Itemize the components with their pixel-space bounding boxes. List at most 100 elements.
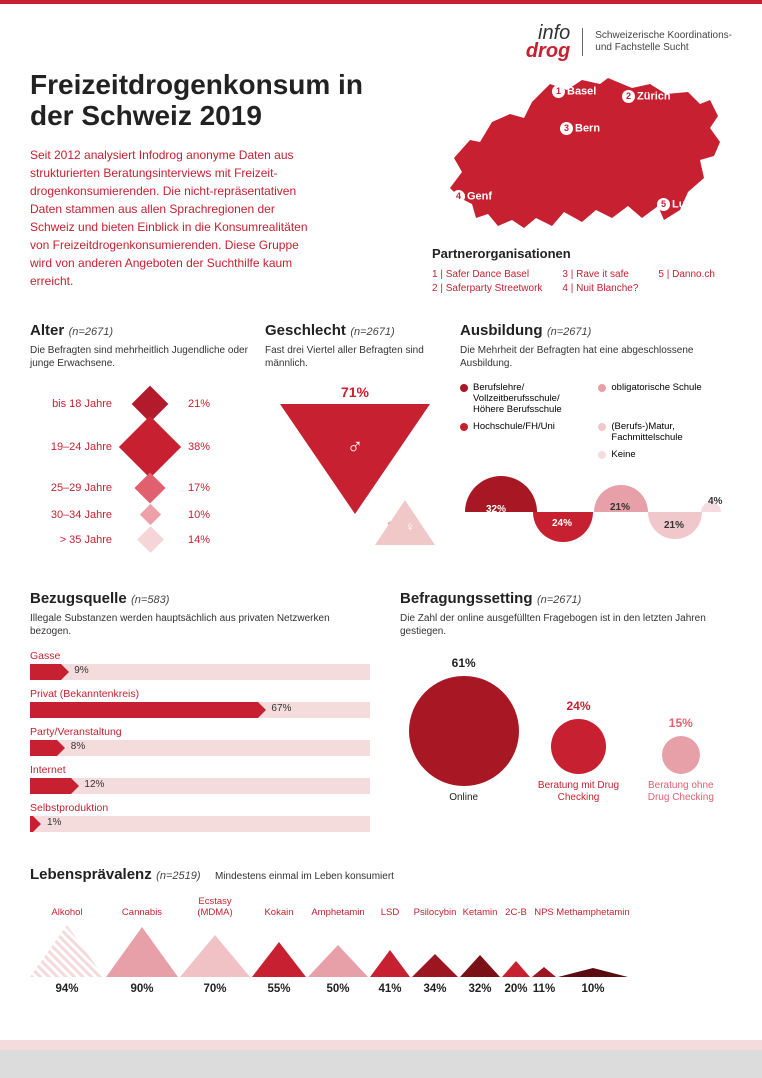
female-icon: ♀ bbox=[405, 519, 415, 534]
legend-item: (Berufs-)Matur, Fachmittelschule bbox=[598, 421, 720, 443]
legend-item: obligatorische Schule bbox=[598, 382, 720, 415]
triangle-icon bbox=[252, 942, 306, 977]
alter-title: Alter bbox=[30, 322, 64, 339]
legend-item: Keine bbox=[598, 449, 720, 460]
bezug-bar bbox=[30, 740, 57, 756]
bezug-item: Privat (Bekanntenkreis) 67% bbox=[30, 688, 370, 718]
lifeprev-item: Kokain55% bbox=[252, 907, 306, 995]
befrag-chart: 61%Online24%Beratung mit Drug Checking15… bbox=[400, 656, 732, 804]
map: 1Basel2Zürich3Bern4Genf5Lugano bbox=[432, 70, 732, 240]
alter-diamond-wrap bbox=[120, 425, 180, 469]
alter-row: bis 18 Jahre21% bbox=[30, 388, 250, 420]
legend-text: Berufslehre/ Vollzeitberufsschule/ Höher… bbox=[473, 382, 582, 415]
triangle-icon bbox=[502, 961, 530, 977]
lifeprev-label: 2C-B bbox=[505, 907, 527, 918]
befrag-pct: 15% bbox=[669, 716, 693, 730]
diamond-icon bbox=[134, 472, 165, 503]
bezug-bar-bg: 9% bbox=[30, 664, 370, 680]
ausbildung-title: Ausbildung bbox=[460, 322, 543, 339]
lifeprev-label: Alkohol bbox=[51, 907, 82, 918]
circle-icon bbox=[551, 719, 606, 774]
geschlecht-title: Geschlecht bbox=[265, 322, 346, 339]
arrow-icon bbox=[33, 816, 41, 832]
lifeprev-label: Psilocybin bbox=[414, 907, 457, 918]
section-geschlecht: Geschlecht (n=2671) Fast drei Viertel al… bbox=[265, 322, 445, 564]
befrag-pct: 24% bbox=[566, 699, 590, 713]
lifeprev-item: Cannabis90% bbox=[106, 907, 178, 995]
triangle-wrap bbox=[558, 922, 628, 977]
triangle-icon bbox=[412, 954, 458, 977]
bezug-label: Gasse bbox=[30, 650, 370, 662]
triangle-icon bbox=[30, 925, 104, 977]
alter-pct: 38% bbox=[188, 441, 210, 453]
partners-title: Partnerorganisationen bbox=[432, 246, 732, 261]
alter-pct: 17% bbox=[188, 482, 210, 494]
legend-dot-icon bbox=[598, 384, 606, 392]
bezug-pct: 67% bbox=[271, 703, 291, 714]
partner-item: 1 | Safer Dance Basel bbox=[432, 269, 542, 280]
triangle-icon bbox=[532, 967, 556, 977]
arrow-icon bbox=[61, 664, 69, 680]
lifeprev-item: Alkohol 94% bbox=[30, 907, 104, 995]
triangle-icon bbox=[460, 955, 500, 977]
intro-left: Freizeitdrogenkonsum in der Schweiz 2019… bbox=[30, 70, 412, 294]
triangle-icon bbox=[106, 927, 178, 977]
lifeprev-sub: Mindestens einmal im Leben konsumiert bbox=[215, 871, 394, 882]
city-label: 5Lugano bbox=[657, 198, 712, 211]
diamond-icon bbox=[137, 526, 164, 553]
lifeprev-label: Amphetamin bbox=[311, 907, 364, 918]
lifeprev-label: NPS bbox=[534, 907, 554, 918]
alter-diamond-wrap bbox=[120, 391, 180, 417]
lifeprev-item: NPS11% bbox=[532, 907, 556, 995]
intro-text: Seit 2012 analysiert Infodrog anonyme Da… bbox=[30, 146, 320, 290]
triangle-wrap bbox=[460, 922, 500, 977]
triangle-wrap bbox=[502, 922, 530, 977]
legend-text: obligatorische Schule bbox=[611, 382, 701, 393]
ausbildung-desc: Die Mehrheit der Befragten hat eine abge… bbox=[460, 344, 732, 370]
alter-row: > 35 Jahre14% bbox=[30, 527, 250, 552]
partner-item: 2 | Saferparty Streetwork bbox=[432, 283, 542, 294]
alter-row: 30–34 Jahre10% bbox=[30, 504, 250, 525]
circle-icon bbox=[409, 676, 519, 786]
city-label: 4Genf bbox=[452, 190, 492, 203]
lifeprev-item: Ketamin32% bbox=[460, 907, 500, 995]
alter-pct: 21% bbox=[188, 398, 210, 410]
legend-item: Berufslehre/ Vollzeitberufsschule/ Höher… bbox=[460, 382, 582, 415]
section-lifeprev: Lebensprävalenz (n=2519) Mindestens einm… bbox=[30, 866, 732, 995]
alter-label: 19–24 Jahre bbox=[30, 441, 120, 453]
lifeprev-pct: 50% bbox=[326, 983, 349, 995]
partner-col: 1 | Safer Dance Basel 2 | Saferparty Stre… bbox=[432, 269, 542, 294]
partner-item: 5 | Danno.ch bbox=[658, 269, 715, 280]
lifeprev-pct: 34% bbox=[423, 983, 446, 995]
legend-dot-icon bbox=[598, 423, 606, 431]
alter-diamond-wrap bbox=[120, 477, 180, 499]
arrow-icon bbox=[71, 778, 79, 794]
bezug-n: (n=583) bbox=[131, 594, 169, 606]
bezug-bar bbox=[30, 702, 258, 718]
lifeprev-item: 2C-B20% bbox=[502, 907, 530, 995]
bezug-label: Privat (Bekanntenkreis) bbox=[30, 688, 370, 700]
triangle-wrap bbox=[30, 922, 104, 977]
lifeprev-pct: 94% bbox=[55, 983, 78, 995]
befrag-label: Online bbox=[449, 792, 478, 804]
bezug-bar bbox=[30, 816, 33, 832]
alter-diamond-wrap bbox=[120, 530, 180, 549]
lifeprev-pct: 41% bbox=[378, 983, 401, 995]
triangle-wrap bbox=[370, 922, 410, 977]
bezug-title: Bezugsquelle bbox=[30, 590, 127, 607]
diamond-icon bbox=[119, 416, 181, 478]
geschlecht-desc: Fast drei Viertel aller Befragten sind m… bbox=[265, 344, 445, 370]
section-bezug: Bezugsquelle (n=583) Illegale Substanzen… bbox=[30, 590, 370, 840]
alter-label: 30–34 Jahre bbox=[30, 509, 120, 521]
city-label: 3Bern bbox=[560, 122, 600, 135]
ausbildung-n: (n=2671) bbox=[547, 326, 591, 338]
alter-desc: Die Befragten sind mehrheitlich Jugendli… bbox=[30, 344, 250, 370]
lifeprev-label: Ecstasy (MDMA) bbox=[180, 896, 250, 918]
legend-item: Hochschule/FH/Uni bbox=[460, 421, 582, 443]
triangle-icon bbox=[558, 968, 628, 977]
header: info drog Schweizerische Koordinations- … bbox=[30, 24, 732, 60]
partner-col: 3 | Rave it safe4 | Nuit Blanche? bbox=[562, 269, 638, 294]
arrow-icon bbox=[258, 702, 266, 718]
city-label: 2Zürich bbox=[622, 90, 671, 103]
befrag-item: 61%Online bbox=[409, 656, 519, 804]
